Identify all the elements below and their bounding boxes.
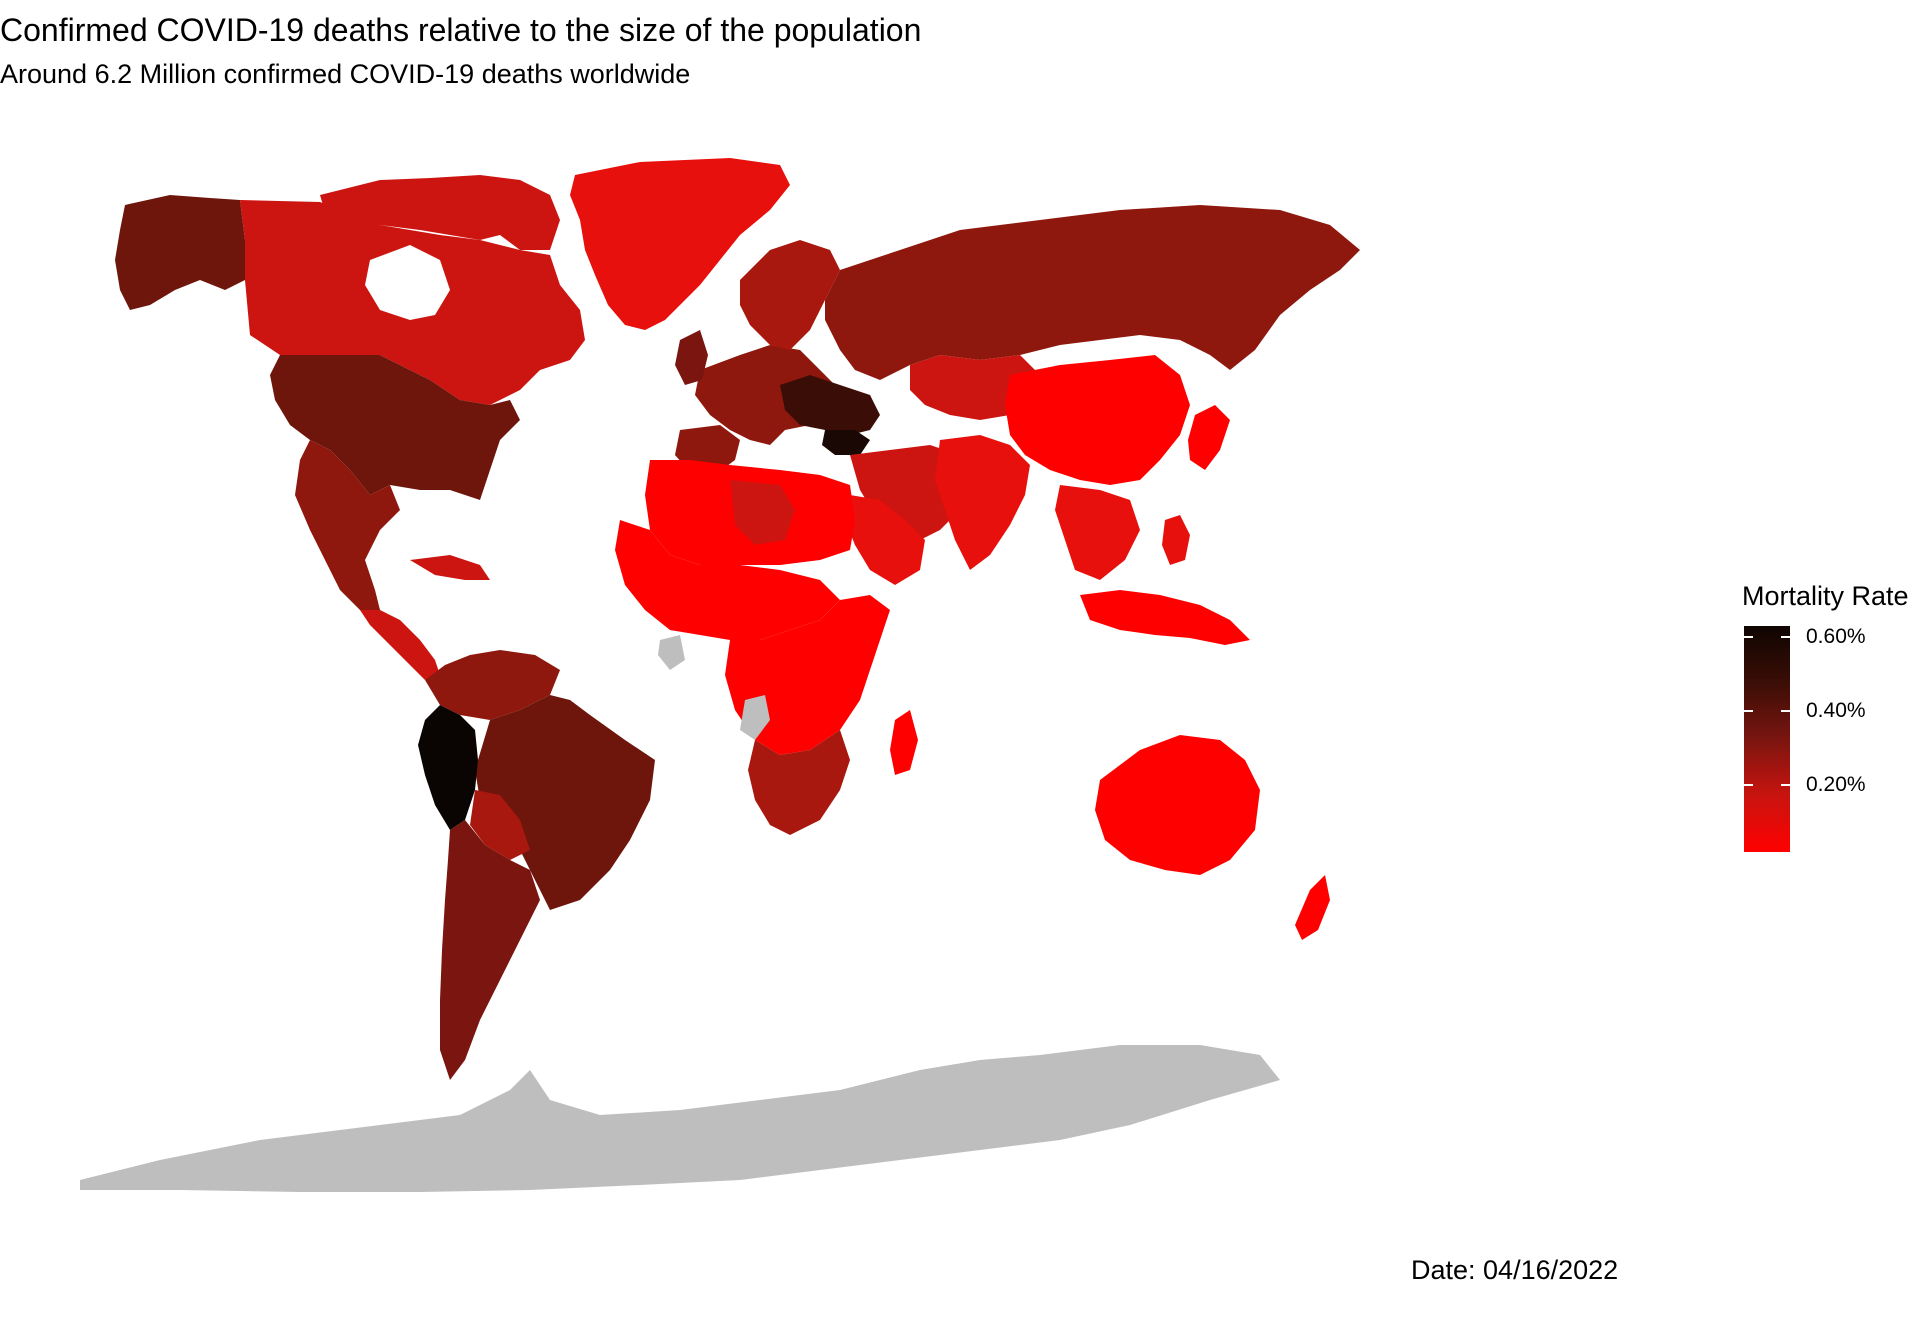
legend-label-060: 0.60% bbox=[1806, 625, 1866, 648]
chart-subtitle: Around 6.2 Million confirmed COVID-19 de… bbox=[0, 59, 691, 89]
region-new-zealand bbox=[1295, 875, 1330, 940]
date-label: Date: 04/16/2022 bbox=[1411, 1255, 1619, 1285]
region-bolivia bbox=[470, 790, 530, 860]
chart-title: Confirmed COVID-19 deaths relative to th… bbox=[0, 12, 922, 48]
region-madagascar bbox=[890, 710, 918, 775]
legend-label-020: 0.20% bbox=[1806, 773, 1866, 796]
region-caribbean bbox=[410, 555, 490, 580]
region-scandinavia bbox=[740, 240, 840, 350]
region-usa bbox=[270, 355, 520, 500]
legend-label-040: 0.40% bbox=[1806, 699, 1866, 722]
region-arabia bbox=[845, 495, 925, 585]
region-southern-africa bbox=[748, 730, 850, 835]
map-legend: Mortality Rate 0.60% 0.40% 0.20% bbox=[1740, 578, 1920, 868]
region-west-africa bbox=[615, 520, 840, 640]
region-india bbox=[935, 435, 1030, 570]
region-southeast-asia bbox=[1055, 485, 1140, 580]
region-alaska bbox=[115, 195, 245, 310]
region-peru bbox=[418, 705, 478, 830]
region-eastern-europe bbox=[780, 375, 880, 435]
region-west-africa-no-data bbox=[658, 635, 685, 670]
legend-tick-left-1 bbox=[1744, 636, 1753, 638]
world-map bbox=[80, 140, 1680, 1290]
legend-tick-right-2 bbox=[1781, 710, 1790, 712]
region-colombia-venezuela bbox=[425, 650, 560, 720]
region-libya bbox=[730, 480, 795, 545]
region-indonesia bbox=[1080, 590, 1250, 645]
region-greenland bbox=[570, 158, 790, 330]
region-australia bbox=[1095, 735, 1260, 875]
world-map-svg bbox=[80, 158, 1360, 1192]
region-russia bbox=[825, 205, 1360, 380]
region-hudson-bay bbox=[365, 245, 450, 320]
legend-tick-left-3 bbox=[1744, 784, 1753, 786]
region-argentina-chile bbox=[440, 820, 540, 1080]
legend-tick-left-2 bbox=[1744, 710, 1753, 712]
region-brazil bbox=[475, 695, 655, 910]
region-china bbox=[1005, 355, 1190, 485]
region-japan bbox=[1188, 405, 1230, 470]
legend-tick-right-1 bbox=[1781, 636, 1790, 638]
region-mexico bbox=[295, 440, 400, 610]
region-canada-arctic bbox=[320, 175, 560, 250]
region-central-america bbox=[360, 610, 440, 680]
legend-tick-right-3 bbox=[1781, 784, 1790, 786]
legend-title: Mortality Rate bbox=[1742, 581, 1909, 611]
region-bulgaria bbox=[822, 430, 870, 455]
region-central-africa-no-data bbox=[740, 695, 770, 740]
region-antarctica bbox=[80, 1045, 1280, 1192]
region-philippines bbox=[1162, 515, 1190, 565]
region-uk bbox=[675, 330, 708, 385]
legend-color-bar bbox=[1744, 626, 1790, 852]
